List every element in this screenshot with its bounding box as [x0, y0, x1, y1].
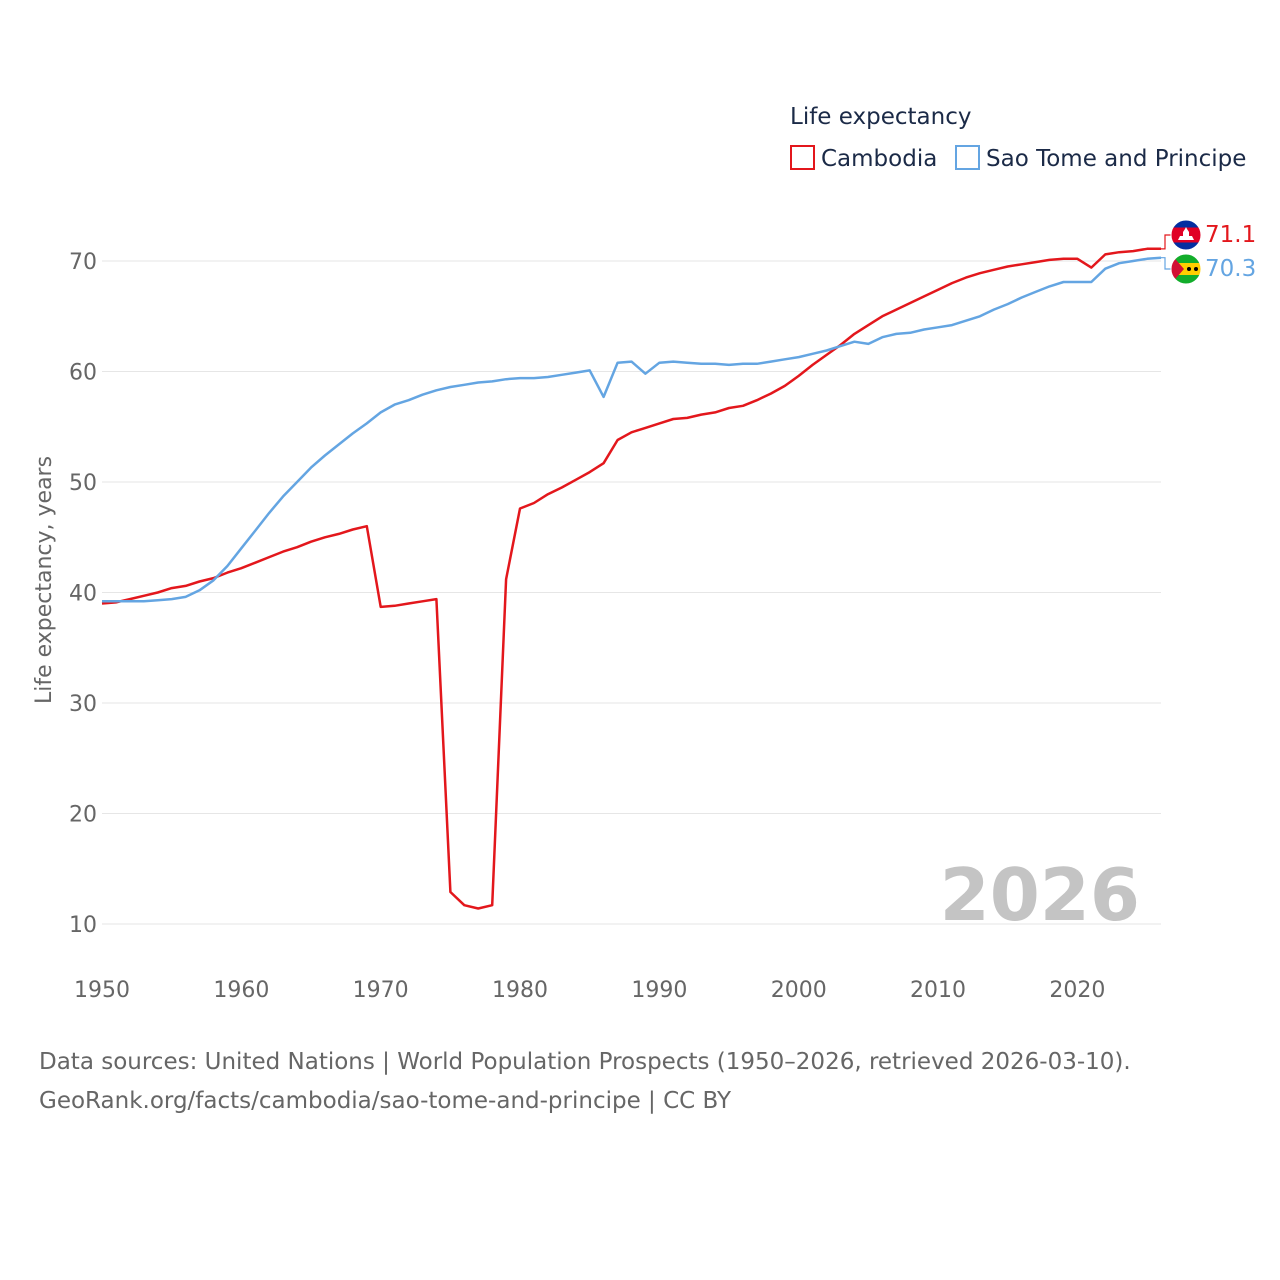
- legend-swatch-sao-tome: [955, 145, 980, 170]
- legend-item-sao-tome[interactable]: Sao Tome and Principe: [955, 145, 1246, 172]
- legend-swatch-cambodia: [790, 145, 815, 170]
- y-gridlines: [102, 260, 1161, 925]
- y-tick-label: 50: [69, 471, 97, 496]
- series-line-cambodia[interactable]: [101, 247, 1161, 910]
- x-tick-label: 1960: [213, 978, 269, 1003]
- cambodia-flag-icon: [1170, 219, 1202, 251]
- x-tick-label: 1950: [74, 978, 130, 1003]
- attribution-line[interactable]: GeoRank.org/facts/cambodia/sao-tome-and-…: [39, 1088, 732, 1114]
- y-tick-label: 60: [69, 361, 97, 386]
- y-tick-label: 10: [69, 913, 97, 938]
- legend-label-sao-tome: Sao Tome and Principe: [986, 146, 1246, 172]
- legend-item-cambodia[interactable]: Cambodia: [790, 145, 937, 172]
- legend: Life expectancy Cambodia Sao Tome and Pr…: [790, 104, 1246, 172]
- data-source-line: Data sources: United Nations | World Pop…: [39, 1049, 1131, 1075]
- x-tick-label: 2020: [1049, 978, 1105, 1003]
- end-connector-sao-tome: [1161, 257, 1171, 270]
- y-tick-label: 40: [69, 582, 97, 607]
- y-tick-label: 30: [69, 692, 97, 717]
- year-watermark: 2026: [940, 853, 1140, 937]
- x-tick-label: 2000: [771, 978, 827, 1003]
- legend-title: Life expectancy: [790, 104, 971, 130]
- x-tick-label: 1990: [631, 978, 687, 1003]
- x-tick-labels: 1950 1960 1970 1980 1990 2000 2010 2020: [74, 978, 1105, 1003]
- series-line-sao-tome[interactable]: [102, 256, 1162, 603]
- x-tick-label: 2010: [910, 978, 966, 1003]
- y-tick-labels: 10 20 30 40 50 60 70: [69, 250, 97, 938]
- end-label-sao-tome: 70.3: [1205, 256, 1256, 282]
- y-tick-label: 70: [69, 250, 97, 275]
- x-tick-label: 1970: [353, 978, 409, 1003]
- sao-tome-flag-icon: [1170, 253, 1202, 285]
- y-axis-title: Life expectancy, years: [32, 456, 57, 704]
- end-label-cambodia: 71.1: [1205, 222, 1256, 248]
- legend-label-cambodia: Cambodia: [821, 146, 937, 172]
- end-connector-cambodia: [1161, 234, 1171, 250]
- x-tick-label: 1980: [492, 978, 548, 1003]
- y-tick-label: 20: [69, 803, 97, 828]
